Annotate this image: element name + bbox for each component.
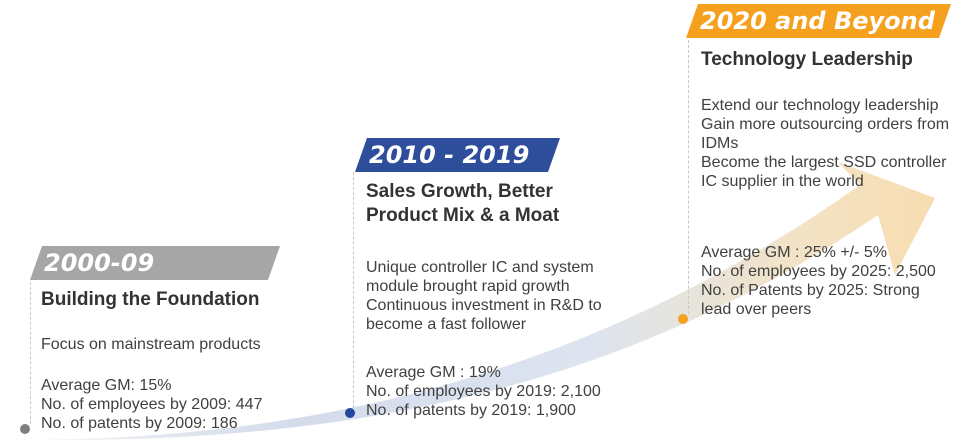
timeline-guide-2 bbox=[353, 172, 354, 408]
period-banner-2010: 2010 - 2019 bbox=[355, 138, 560, 172]
period-description-2010: Unique controller IC and system module b… bbox=[366, 259, 602, 333]
period-heading-2010: Sales Growth, Better Product Mix & a Moa… bbox=[366, 181, 560, 226]
period-description-2000: Focus on mainstream products bbox=[41, 336, 261, 353]
timeline-guide-3 bbox=[688, 40, 689, 314]
timeline-dot-2010 bbox=[345, 408, 355, 418]
timeline-dot-2020 bbox=[678, 314, 688, 324]
period-stats-2020: Average GM : 25% +/- 5% No. of employees… bbox=[701, 244, 936, 318]
period-heading-2020: Technology Leadership bbox=[701, 49, 913, 70]
timeline-guide-1 bbox=[30, 282, 31, 424]
period-banner-2020: 2020 and Beyond bbox=[686, 4, 951, 38]
period-description-2020: Extend our technology leadership Gain mo… bbox=[701, 97, 950, 190]
timeline-dot-2000 bbox=[20, 424, 30, 434]
period-banner-2000: 2000-09 bbox=[30, 246, 280, 280]
period-stats-2010: Average GM : 19% No. of employees by 201… bbox=[366, 364, 601, 419]
period-heading-2000: Building the Foundation bbox=[41, 289, 260, 310]
period-stats-2000: Average GM: 15% No. of employees by 2009… bbox=[41, 377, 263, 432]
